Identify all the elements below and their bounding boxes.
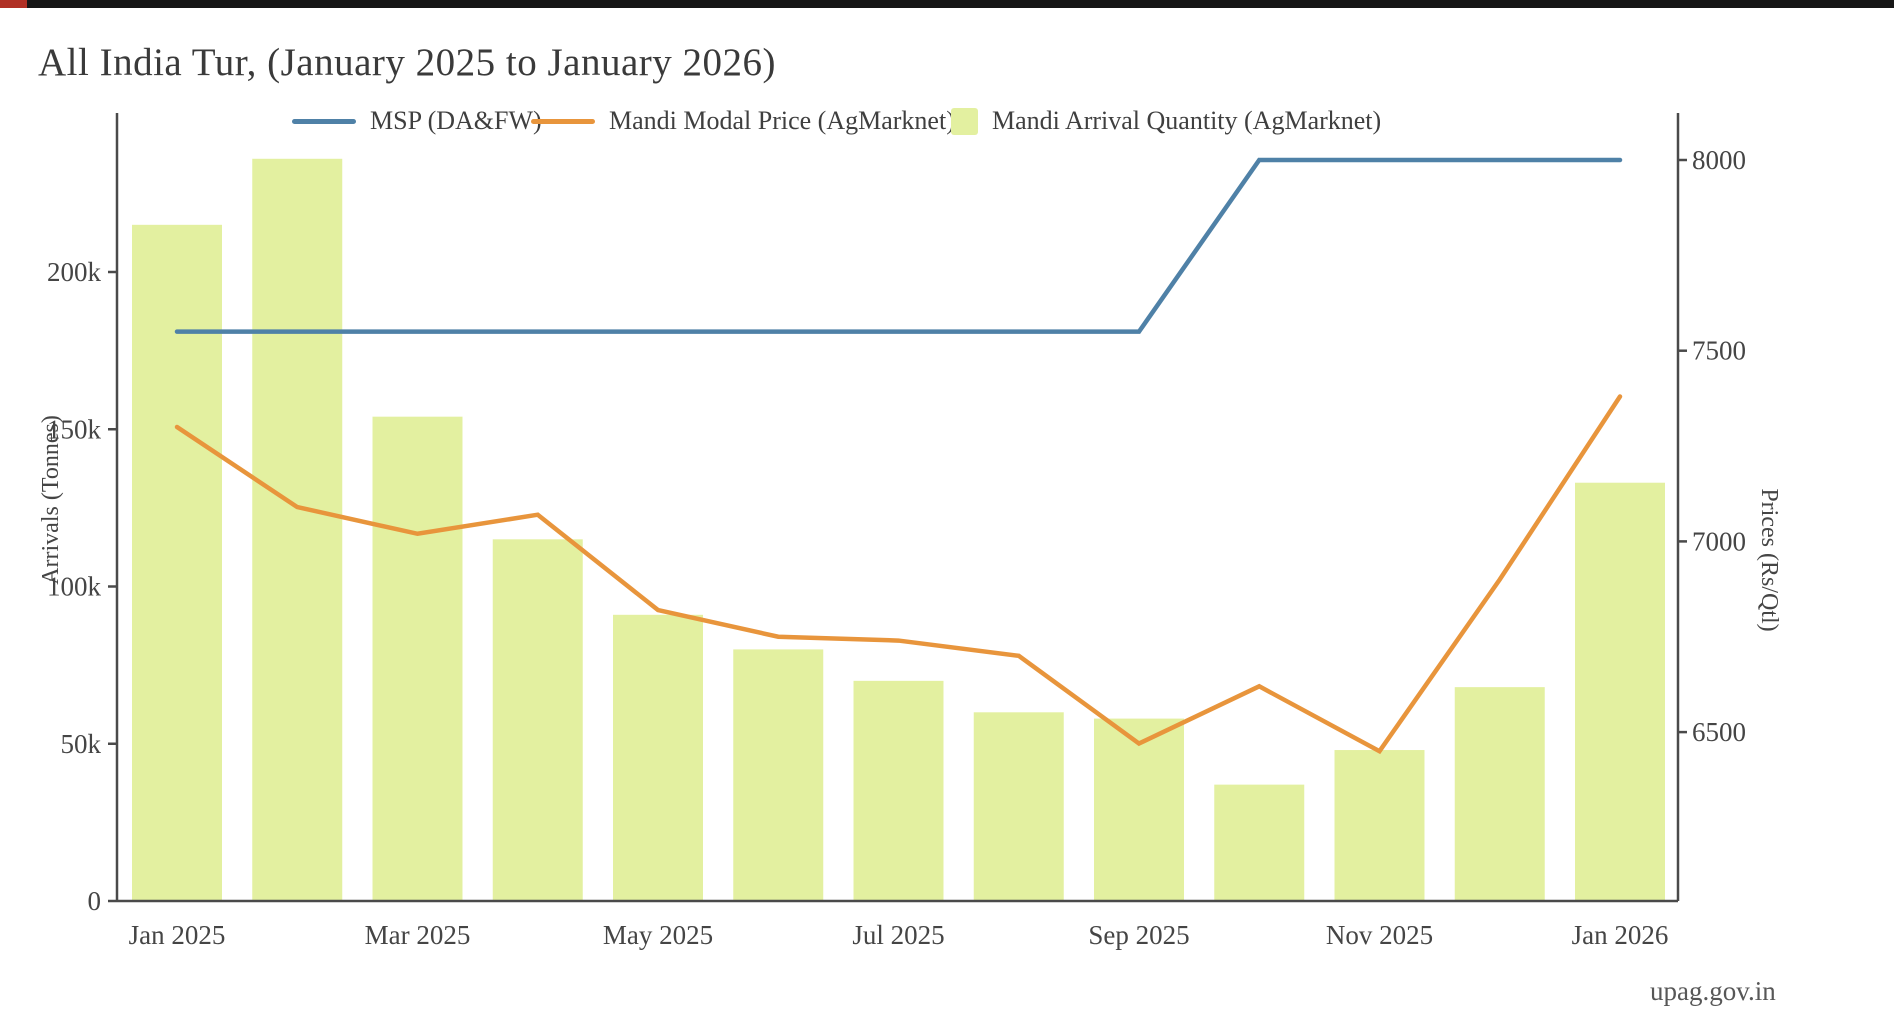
arrival-bar-apr-2025[interactable] [492,539,583,901]
left-axis-title: Arrivals (Tonnes) [38,415,64,585]
x-axis-label-sep-2025: Sep 2025 [1088,920,1189,950]
arrival-bar-nov-2025[interactable] [1334,750,1425,901]
arrival-bar-jan-2025[interactable] [132,224,222,901]
left-axis-tick-label: 0 [88,886,102,916]
legend-label-arrival-quantity: Mandi Arrival Quantity (AgMarknet) [992,106,1382,135]
legend-item-msp[interactable]: MSP (DA&FW) [292,102,542,140]
right-axis-title: Prices (Rs/Qtl) [1756,488,1782,631]
arrival-bar-jul-2025[interactable] [853,680,944,901]
x-axis-label-may-2025: May 2025 [603,920,713,950]
arrival-bar-mar-2025[interactable] [372,416,463,901]
arrival-bar-jan-2026[interactable] [1575,482,1665,901]
left-axis-tick-label: 50k [61,729,102,759]
window-top-strip [0,0,1894,8]
legend-item-arrival-quantity[interactable]: Mandi Arrival Quantity (AgMarknet) [951,102,1381,140]
arrival-bar-jun-2025[interactable] [733,649,824,901]
arrival-bar-aug-2025[interactable] [973,712,1064,901]
chart-title: All India Tur, (January 2025 to January … [38,41,777,84]
arrival-bar-dec-2025[interactable] [1454,687,1545,901]
x-axis-label-jan-2025: Jan 2025 [129,920,226,950]
right-axis-tick-label: 7500 [1692,336,1746,366]
modal-price-line-swatch-icon [531,118,595,124]
legend-label-msp: MSP (DA&FW) [370,106,542,135]
legend-label-modal-price: Mandi Modal Price (AgMarknet) [609,106,955,135]
right-axis-tick-label: 8000 [1692,145,1746,175]
arrival-quantity-swatch-icon [951,107,978,135]
left-axis-tick-label: 100k [47,572,102,602]
msp-line-swatch-icon [292,118,356,124]
x-axis-label-jul-2025: Jul 2025 [852,920,944,950]
right-axis-tick-label: 7000 [1692,526,1746,556]
left-axis-tick-label: 200k [47,257,102,287]
arrival-bar-oct-2025[interactable] [1214,784,1305,901]
msp-line[interactable] [174,157,1623,334]
modal-price-line[interactable] [174,394,1623,755]
arrival-bar-sep-2025[interactable] [1094,718,1184,901]
x-axis-label-mar-2025: Mar 2025 [365,920,471,950]
legend-item-modal-price[interactable]: Mandi Modal Price (AgMarknet) [531,102,955,140]
window-top-strip-accent [0,0,27,8]
arrival-bar-may-2025[interactable] [613,614,703,901]
right-axis-tick-label: 6500 [1692,717,1746,747]
x-axis-label-jan-2026: Jan 2026 [1572,920,1669,950]
watermark-upag: upag.gov.in [1650,976,1776,1006]
left-axis-tick-label: 150k [47,414,102,444]
x-axis-label-nov-2025: Nov 2025 [1326,920,1433,950]
arrival-bar-feb-2025[interactable] [252,158,343,901]
